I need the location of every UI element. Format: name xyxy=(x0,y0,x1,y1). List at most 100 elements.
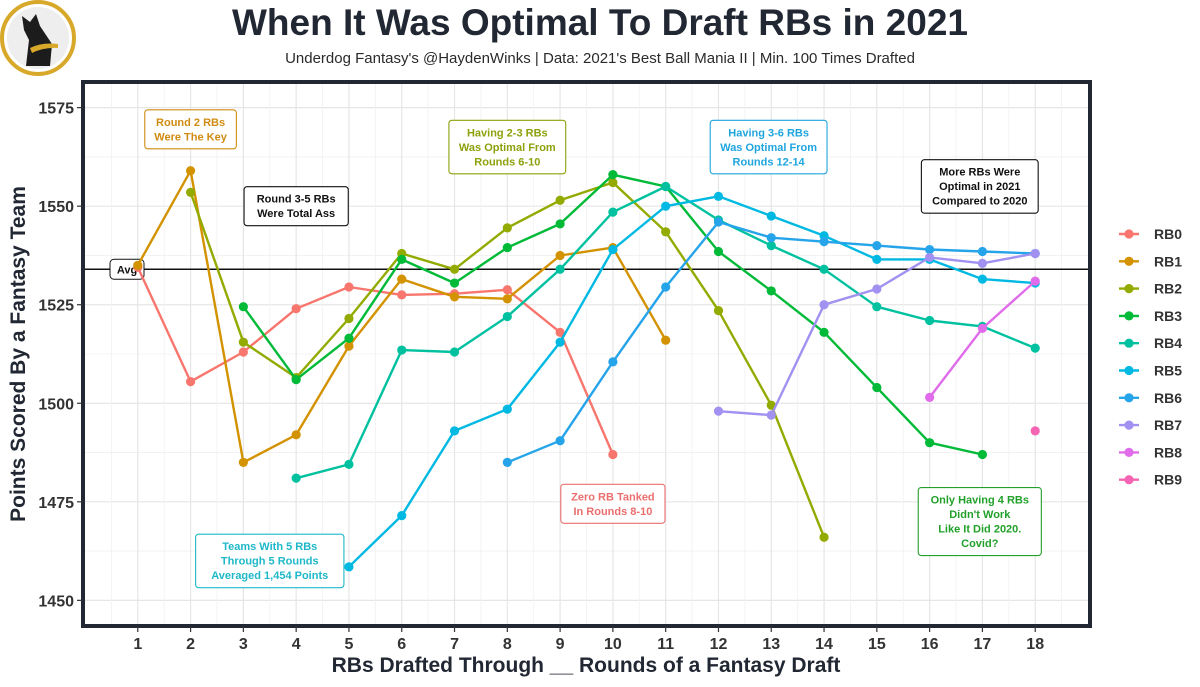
annotation-text: Were The Key xyxy=(154,131,227,143)
annotation-text: Zero RB Tanked xyxy=(571,491,655,503)
data-point-rb3 xyxy=(872,382,882,393)
data-point-rb4 xyxy=(819,264,829,274)
data-point-rb7 xyxy=(925,252,935,263)
legend-swatch-dot xyxy=(1124,338,1134,348)
legend-swatch-dot xyxy=(1124,475,1134,485)
data-point-rb4 xyxy=(661,181,671,192)
data-point-rb2 xyxy=(344,313,354,324)
data-point-rb1 xyxy=(555,250,565,261)
annotation-text: Was Optimal From xyxy=(720,142,817,154)
data-point-rb4 xyxy=(1030,343,1040,353)
series-rb8 xyxy=(925,276,1040,402)
annotation-text: In Rounds 8-10 xyxy=(573,506,652,518)
legend-swatch-dot xyxy=(1124,365,1134,376)
data-point-rb4 xyxy=(449,347,460,357)
legend-swatch-dot xyxy=(1124,229,1134,239)
data-point-rb2 xyxy=(185,187,196,197)
data-point-rb5 xyxy=(608,244,618,255)
annotation-text: Round 2 RBs xyxy=(156,117,225,129)
series-group xyxy=(133,166,1040,572)
data-point-rb3 xyxy=(449,278,460,288)
legend-item-rb4: RB4 xyxy=(1119,335,1182,351)
y-tick-label: 1550 xyxy=(38,199,74,216)
data-point-rb4 xyxy=(555,264,565,274)
x-tick-label: 6 xyxy=(397,636,406,653)
data-point-rb6 xyxy=(608,357,618,367)
data-point-rb8 xyxy=(1030,276,1040,286)
data-point-rb5 xyxy=(502,404,512,414)
series-rb7 xyxy=(713,248,1040,420)
series-rb4 xyxy=(291,181,1040,483)
data-point-rb6 xyxy=(872,241,882,251)
y-axis: 1450 1475 1500 1525 1550 1575 xyxy=(38,101,83,610)
data-point-rb6 xyxy=(766,233,776,243)
legend-label: RB7 xyxy=(1154,417,1182,433)
data-point-rb8 xyxy=(977,323,988,333)
y-tick-label: 1500 xyxy=(38,396,74,413)
annotation-text: Optimal in 2021 xyxy=(939,181,1020,193)
annotation-text: Rounds 12-14 xyxy=(733,156,806,168)
y-axis-title: Points Scored By a Fantasy Team xyxy=(7,186,30,522)
data-point-rb7 xyxy=(872,284,882,294)
x-tick-label: 12 xyxy=(710,636,728,653)
annotation-text: Averaged 1,454 Points xyxy=(211,570,328,582)
x-tick-label: 8 xyxy=(503,636,512,653)
annotation-text: More RBs Were xyxy=(939,167,1020,179)
legend-item-rb2: RB2 xyxy=(1119,281,1182,297)
x-axis: 1 2 3 4 5 6 7 8 9 10 11 12 13 14 15 16 17 18 xyxy=(133,626,1044,653)
data-point-rb7 xyxy=(766,410,776,420)
data-point-rb1 xyxy=(291,430,301,440)
annotation-box xyxy=(709,119,828,175)
data-point-rb0 xyxy=(502,285,512,295)
data-point-rb3 xyxy=(238,302,248,312)
annotation-text: Round 3-5 RBs xyxy=(257,194,336,206)
data-point-rb2 xyxy=(713,306,724,316)
average-reference-line: Avg xyxy=(85,258,1088,280)
annotation-box xyxy=(560,483,666,524)
annotation-text: Were Total Ass xyxy=(257,208,335,220)
legend-swatch-dot xyxy=(1124,393,1134,403)
annotation-group: Round 2 RBs Were The Key Round 3-5 RBs Were… xyxy=(144,109,1042,589)
data-point-rb2 xyxy=(555,195,565,205)
annotation-text: Rounds 6-10 xyxy=(474,156,540,168)
data-point-rb3 xyxy=(925,438,935,448)
data-point-rb0 xyxy=(185,376,196,387)
data-point-rb3 xyxy=(502,242,512,253)
data-point-rb0 xyxy=(555,327,565,337)
legend-label: RB8 xyxy=(1154,444,1182,460)
data-point-rb1 xyxy=(661,335,671,345)
data-point-rb3 xyxy=(397,254,407,265)
data-point-rb5 xyxy=(977,274,988,284)
annotation-text: Compared to 2020 xyxy=(932,196,1027,208)
annotation-label: Round 2 RBs Were The Key xyxy=(144,109,237,150)
annotation-text: Like It Did 2020. xyxy=(938,524,1021,536)
x-tick-label: 18 xyxy=(1026,636,1044,653)
x-tick-label: 7 xyxy=(450,636,459,653)
data-point-rb5 xyxy=(449,426,460,436)
annotation-box xyxy=(243,186,349,227)
dog-silhouette-logo xyxy=(0,0,76,76)
annotation-label: Zero RB Tanked In Rounds 8-10 xyxy=(560,483,666,524)
series-line-rb5 xyxy=(348,195,1036,568)
legend-item-rb5: RB5 xyxy=(1119,363,1182,379)
series-rb2 xyxy=(185,177,829,542)
data-point-rb3 xyxy=(555,219,565,229)
x-tick-label: 5 xyxy=(344,636,353,653)
x-tick-label: 1 xyxy=(133,636,142,653)
average-label: Avg xyxy=(117,264,137,276)
data-point-rb4 xyxy=(608,207,618,217)
data-point-rb6 xyxy=(713,217,724,227)
data-point-rb7 xyxy=(819,300,829,310)
x-tick-label: 9 xyxy=(556,636,565,653)
y-tick-label: 1575 xyxy=(38,101,74,118)
data-point-rb0 xyxy=(608,449,618,460)
series-rb5 xyxy=(344,191,1040,572)
annotation-text: Having 2-3 RBs xyxy=(467,127,548,139)
data-point-rb5 xyxy=(397,511,407,521)
data-point-rb2 xyxy=(502,223,512,233)
data-point-rb0 xyxy=(397,290,407,300)
legend-item-rb7: RB7 xyxy=(1119,417,1182,433)
legend-item-rb8: RB8 xyxy=(1119,444,1182,460)
legend-label: RB5 xyxy=(1154,363,1182,379)
data-point-rb1 xyxy=(502,294,512,304)
